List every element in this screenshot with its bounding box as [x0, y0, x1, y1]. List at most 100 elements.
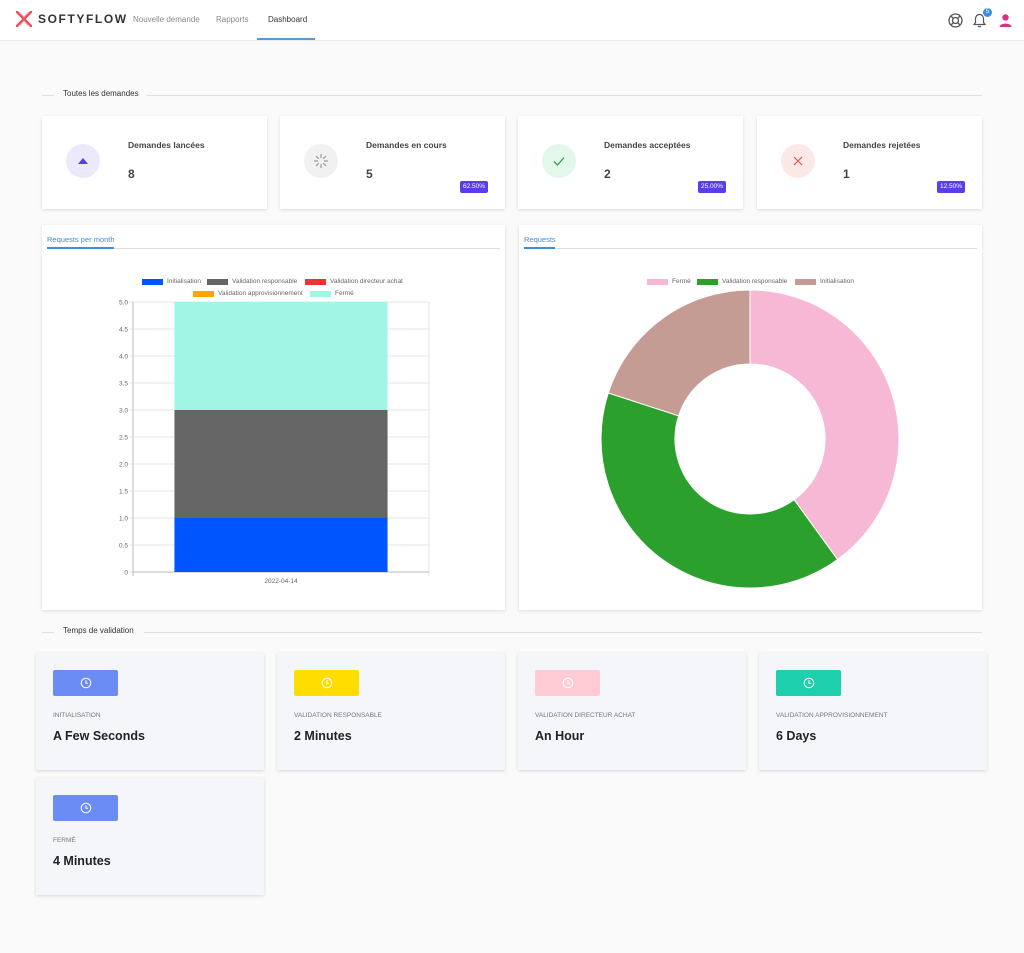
donut-slice — [600, 392, 839, 589]
validation-value: 2 Minutes — [294, 729, 352, 743]
validation-label: INITIALISATION — [53, 712, 101, 719]
section-header-validation: Temps de validation — [42, 626, 982, 638]
tab-active-indicator — [524, 247, 555, 249]
tab-active-indicator — [47, 247, 114, 249]
validation-label: FERMÉ — [53, 837, 76, 844]
donut-slice — [749, 289, 900, 561]
chart-card-requests: Requests Fermé Validation responsable In… — [519, 225, 982, 610]
legend-label: Validation approvisionnement — [218, 290, 303, 297]
y-tick-label: 2.5 — [119, 435, 128, 442]
section-title: Toutes les demandes — [63, 89, 139, 98]
logo-icon — [16, 11, 32, 27]
legend-swatch — [697, 278, 718, 285]
stacked-bar-chart: 0 0.5 1.0 1.5 2.0 2.5 3.0 3.5 4.0 4.5 5.0 2022-04-1… — [119, 300, 430, 585]
clock-icon — [53, 670, 118, 696]
nav-dashboard[interactable]: Dashboard — [268, 15, 308, 24]
arrow-up-icon — [66, 144, 100, 178]
legend-label: Validation responsable — [722, 278, 788, 285]
validation-value: 6 Days — [776, 729, 817, 743]
stat-label: Demandes en cours — [366, 140, 447, 150]
legend-swatch — [647, 278, 668, 285]
legend-swatch — [193, 290, 214, 297]
legend-item[interactable]: Validation responsable — [697, 278, 787, 285]
top-navbar: SOFTYFLOW Nouvelle demande Rapports Dash… — [0, 0, 1024, 41]
stat-label: Demandes rejetées — [843, 140, 921, 150]
stat-value: 5 — [366, 167, 373, 181]
stat-value: 8 — [128, 167, 135, 181]
stat-card-in-progress: Demandes en cours 5 62.50% — [280, 116, 505, 209]
user-avatar-icon[interactable] — [997, 12, 1014, 29]
stat-value: 1 — [843, 167, 850, 181]
brand-name: SOFTYFLOW — [38, 12, 128, 26]
x-tick-label: 2022-04-14 — [264, 578, 298, 585]
bar-segment — [174, 302, 388, 410]
legend-swatch — [795, 278, 816, 285]
legend-swatch — [310, 290, 331, 297]
legend-item[interactable]: Fermé — [647, 278, 691, 285]
validation-card-approvisionnement: VALIDATION APPROVISIONNEMENT 6 Days — [759, 653, 987, 770]
stat-label: Demandes acceptées — [604, 140, 691, 150]
stat-label: Demandes lancées — [128, 140, 205, 150]
stat-card-launched: Demandes lancées 8 — [42, 116, 267, 209]
percentage-badge: 25.00% — [697, 181, 726, 193]
legend-item[interactable]: Validation approvisionnement — [193, 290, 303, 297]
section-header-requests: Toutes les demandes — [42, 89, 982, 101]
y-tick-label: 4.0 — [119, 354, 128, 361]
legend-item[interactable]: Fermé — [310, 290, 354, 297]
donut-chart — [600, 289, 900, 589]
validation-label: VALIDATION RESPONSABLE — [294, 712, 382, 719]
percentage-badge: 12.50% — [936, 181, 965, 193]
legend-label: Fermé — [335, 290, 354, 297]
brand-logo[interactable]: SOFTYFLOW — [16, 11, 128, 27]
legend-swatch — [305, 278, 326, 285]
validation-card-directeur-achat: VALIDATION DIRECTEUR ACHAT An Hour — [518, 653, 746, 770]
stat-value: 2 — [604, 167, 611, 181]
tab-requests-per-month[interactable]: Requests per month — [47, 235, 115, 244]
clock-icon — [294, 670, 359, 696]
donut-slice — [607, 289, 751, 417]
y-tick-label: 1.0 — [119, 516, 128, 523]
legend-item[interactable]: Validation directeur achat — [305, 278, 403, 285]
stat-card-rejected: Demandes rejetées 1 12.50% — [757, 116, 982, 209]
y-tick-label: 3.5 — [119, 381, 128, 388]
validation-value: An Hour — [535, 729, 585, 743]
y-tick-label: 0 — [124, 570, 128, 577]
notification-bell-icon[interactable] — [971, 12, 988, 29]
y-tick-label: 0.5 — [119, 543, 128, 550]
chart-card-requests-per-month: Requests per month Initialisation Valida… — [42, 225, 505, 610]
legend-item[interactable]: Initialisation — [795, 278, 854, 285]
validation-card-initialisation: INITIALISATION A Few Seconds — [36, 653, 264, 770]
close-icon — [781, 144, 815, 178]
legend-label: Validation responsable — [232, 278, 298, 285]
legend-swatch — [207, 278, 228, 285]
nav-rapports[interactable]: Rapports — [216, 15, 249, 24]
help-lifebuoy-icon[interactable] — [947, 12, 964, 29]
tab-requests[interactable]: Requests — [524, 235, 556, 244]
bar-segment — [174, 410, 388, 518]
legend-item[interactable]: Validation responsable — [207, 278, 297, 285]
nav-active-indicator — [257, 38, 315, 40]
validation-value: A Few Seconds — [53, 729, 145, 743]
validation-label: VALIDATION DIRECTEUR ACHAT — [535, 712, 636, 719]
legend-label: Initialisation — [820, 278, 854, 285]
nav-nouvelle-demande[interactable]: Nouvelle demande — [133, 15, 200, 24]
legend-swatch — [142, 278, 163, 285]
clock-icon — [53, 795, 118, 821]
legend-item[interactable]: Initialisation — [142, 278, 201, 285]
validation-card-ferme: FERMÉ 4 Minutes — [36, 778, 264, 895]
legend-label: Fermé — [672, 278, 691, 285]
validation-card-responsable: VALIDATION RESPONSABLE 2 Minutes — [277, 653, 505, 770]
spinner-icon — [304, 144, 338, 178]
stat-card-accepted: Demandes acceptées 2 25.00% — [518, 116, 743, 209]
clock-icon — [776, 670, 841, 696]
y-tick-label: 5.0 — [119, 300, 128, 307]
clock-icon — [535, 670, 600, 696]
y-tick-label: 3.0 — [119, 408, 128, 415]
bar-segment — [174, 518, 388, 572]
y-tick-label: 4.5 — [119, 327, 128, 334]
notification-count-badge: 5 — [983, 8, 992, 17]
y-tick-label: 2.0 — [119, 462, 128, 469]
y-tick-label: 1.5 — [119, 489, 128, 496]
section-title: Temps de validation — [63, 626, 134, 635]
legend-label: Initialisation — [167, 278, 201, 285]
